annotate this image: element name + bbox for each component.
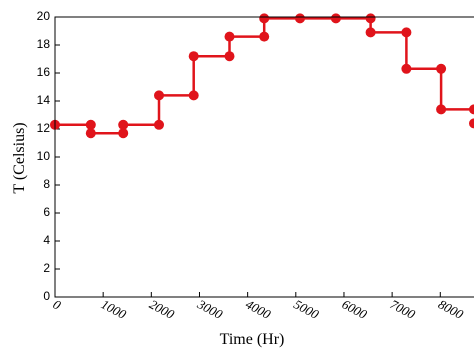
data-point bbox=[259, 31, 270, 42]
data-point bbox=[365, 13, 376, 24]
data-point bbox=[224, 31, 235, 42]
data-point bbox=[85, 128, 96, 139]
data-point bbox=[436, 63, 447, 74]
x-axis-title: Time (Hr) bbox=[220, 331, 285, 348]
data-point bbox=[188, 90, 199, 101]
y-axis-ticks: 0 2 4 6 8 10 12 14 16 18 20 bbox=[37, 9, 60, 303]
marker-layer bbox=[50, 13, 474, 139]
x-tick-label: 3000 bbox=[194, 296, 225, 322]
data-point bbox=[469, 118, 474, 129]
data-point bbox=[330, 13, 341, 24]
y-tick-label: 16 bbox=[37, 65, 51, 79]
x-tick-label: 7000 bbox=[388, 296, 418, 322]
y-tick-label: 0 bbox=[43, 289, 50, 303]
y-tick-label: 8 bbox=[43, 177, 50, 191]
data-point bbox=[118, 128, 129, 139]
y-tick-label: 18 bbox=[37, 37, 51, 51]
y-tick-label: 20 bbox=[37, 9, 51, 23]
data-point bbox=[469, 104, 474, 115]
data-point bbox=[224, 51, 235, 62]
data-point bbox=[118, 119, 129, 130]
y-tick-label: 4 bbox=[43, 233, 50, 247]
plot-frame bbox=[54, 16, 474, 298]
y-tick-label: 2 bbox=[43, 261, 50, 275]
data-point bbox=[154, 90, 164, 101]
data-point bbox=[259, 13, 270, 24]
x-tick-label: 5000 bbox=[291, 296, 321, 322]
data-point bbox=[401, 27, 412, 38]
x-tick-label: 4000 bbox=[243, 296, 273, 322]
x-tick-label: 1000 bbox=[99, 296, 129, 322]
data-point bbox=[436, 104, 447, 115]
x-tick-label: 8000 bbox=[436, 296, 466, 322]
y-tick-label: 14 bbox=[37, 93, 51, 107]
x-tick-label: 0 bbox=[51, 296, 64, 313]
data-point bbox=[154, 119, 164, 130]
x-tick-label: 6000 bbox=[340, 296, 370, 322]
y-tick-label: 10 bbox=[37, 149, 51, 163]
data-point bbox=[365, 27, 376, 38]
data-point bbox=[188, 51, 199, 62]
y-tick-label: 12 bbox=[37, 121, 51, 135]
data-point bbox=[295, 13, 305, 24]
data-point bbox=[401, 63, 412, 74]
data-point bbox=[85, 119, 96, 130]
y-axis-title: T (Celsius) bbox=[11, 122, 28, 193]
y-tick-label: 6 bbox=[43, 205, 50, 219]
x-tick-label: 2000 bbox=[147, 296, 177, 322]
